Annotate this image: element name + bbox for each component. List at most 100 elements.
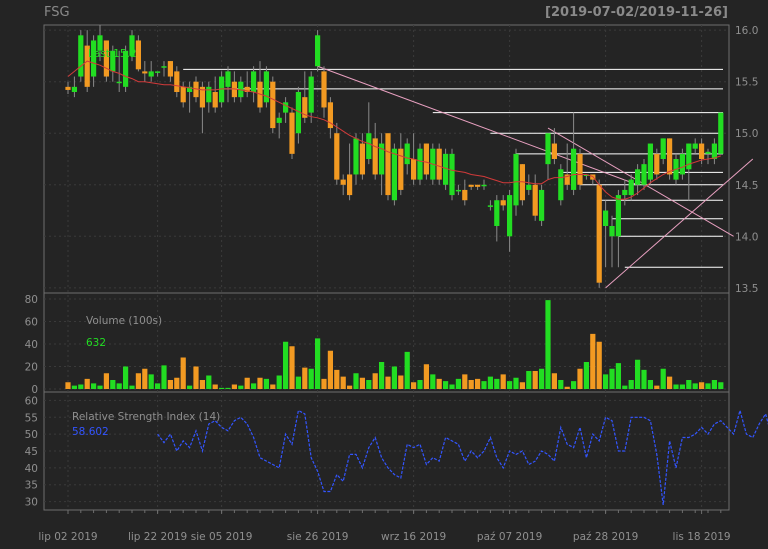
candle-body xyxy=(622,189,628,196)
candle-body xyxy=(705,151,711,154)
volume-bar xyxy=(199,380,205,389)
volume-bar xyxy=(391,366,397,389)
candle-body xyxy=(187,86,193,92)
volume-bar xyxy=(219,387,225,389)
candle-body xyxy=(84,45,90,87)
volume-bar xyxy=(308,368,314,389)
volume-bar xyxy=(583,362,589,389)
candle-body xyxy=(116,81,122,84)
volume-bar xyxy=(443,381,449,389)
x-tick-label: lip 22 2019 xyxy=(128,531,187,543)
volume-bar xyxy=(500,374,506,389)
candle-body xyxy=(340,179,346,185)
chart-title: FSG xyxy=(44,5,70,20)
rsi-y-tick-label: 60 xyxy=(25,395,38,407)
price-y-tick-label: 15.0 xyxy=(735,128,758,140)
volume-y-tick-label: 40 xyxy=(25,339,38,351)
volume-bar xyxy=(283,341,289,389)
rsi-last-value: 58.602 xyxy=(72,426,109,438)
volume-bar xyxy=(526,371,532,389)
volume-bar xyxy=(481,381,487,389)
volume-bar xyxy=(302,367,308,389)
volume-bar xyxy=(359,377,365,389)
volume-bar xyxy=(628,380,634,389)
volume-bar xyxy=(551,373,557,389)
candle-body xyxy=(219,76,225,103)
candle-body xyxy=(295,92,301,134)
volume-bar xyxy=(71,385,77,389)
candle-body xyxy=(679,153,685,175)
candle-body xyxy=(315,35,321,67)
volume-bar xyxy=(353,373,359,389)
panel-border-2 xyxy=(43,391,730,511)
volume-title: Volume (100s) xyxy=(86,315,162,327)
x-tick-label: sie 26 2019 xyxy=(287,531,349,543)
rsi-title: Relative Strength Index (14) xyxy=(72,411,220,423)
candle-body xyxy=(411,159,417,180)
rsi-y-tick-label: 30 xyxy=(25,497,38,509)
volume-bar xyxy=(116,383,122,389)
candle-body xyxy=(199,86,205,108)
volume-y-tick-label: 20 xyxy=(25,362,38,374)
candle-body xyxy=(577,153,583,185)
rsi-y-tick-label: 55 xyxy=(25,412,38,424)
candle-body xyxy=(500,200,506,206)
candle-body xyxy=(263,71,269,103)
candle-body xyxy=(302,97,308,118)
candle-body xyxy=(91,40,97,77)
volume-bar xyxy=(673,384,679,389)
candle-body xyxy=(718,112,724,154)
volume-bar xyxy=(590,333,596,389)
volume-y-tick-label: 80 xyxy=(25,294,38,306)
volume-bar xyxy=(596,341,602,389)
volume-bar xyxy=(135,373,141,389)
volume-bar xyxy=(622,385,628,389)
trend-line xyxy=(317,65,638,186)
volume-bar xyxy=(379,362,385,389)
volume-bar xyxy=(475,378,481,389)
candle-body xyxy=(321,71,327,108)
price-y-tick-label: 14.5 xyxy=(735,180,758,192)
price-y-tick-label: 14.0 xyxy=(735,231,758,243)
volume-bar xyxy=(161,365,167,389)
volume-bar xyxy=(295,376,301,389)
volume-bar xyxy=(507,381,513,389)
volume-bar xyxy=(257,377,263,389)
candle-body xyxy=(654,153,660,175)
candle-body xyxy=(455,189,461,192)
candle-body xyxy=(532,184,538,216)
volume-bar xyxy=(251,383,257,389)
candle-body xyxy=(123,50,129,87)
volume-bar xyxy=(487,376,493,389)
candle-body xyxy=(244,86,250,92)
volume-bar xyxy=(679,384,685,389)
volume-bar xyxy=(78,384,84,389)
volume-bar xyxy=(148,374,154,389)
candle-body xyxy=(711,143,717,159)
candle-body xyxy=(379,143,385,175)
volume-bar xyxy=(212,384,218,389)
volume-bar xyxy=(276,375,282,389)
candle-body xyxy=(641,164,647,185)
candle-body xyxy=(78,35,84,77)
volume-bar xyxy=(667,376,673,389)
candle-body xyxy=(180,86,186,103)
volume-bar xyxy=(577,368,583,389)
candle-body xyxy=(71,86,77,92)
volume-bar xyxy=(65,382,71,389)
volume-bar xyxy=(468,380,474,389)
x-tick-label: paź 07 2019 xyxy=(477,531,542,543)
volume-bar xyxy=(718,382,724,389)
candle-body xyxy=(462,189,468,201)
volume-bar xyxy=(571,381,577,389)
volume-bar xyxy=(180,357,186,389)
rsi-y-tick-label: 45 xyxy=(25,446,38,458)
candle-body xyxy=(603,210,609,226)
candle-body xyxy=(327,102,333,129)
rsi-line xyxy=(157,408,768,505)
rsi-y-tick-label: 40 xyxy=(25,463,38,475)
volume-bar xyxy=(385,376,391,389)
candle-body xyxy=(142,71,148,74)
candle-body xyxy=(385,133,391,196)
volume-bar xyxy=(225,387,231,389)
